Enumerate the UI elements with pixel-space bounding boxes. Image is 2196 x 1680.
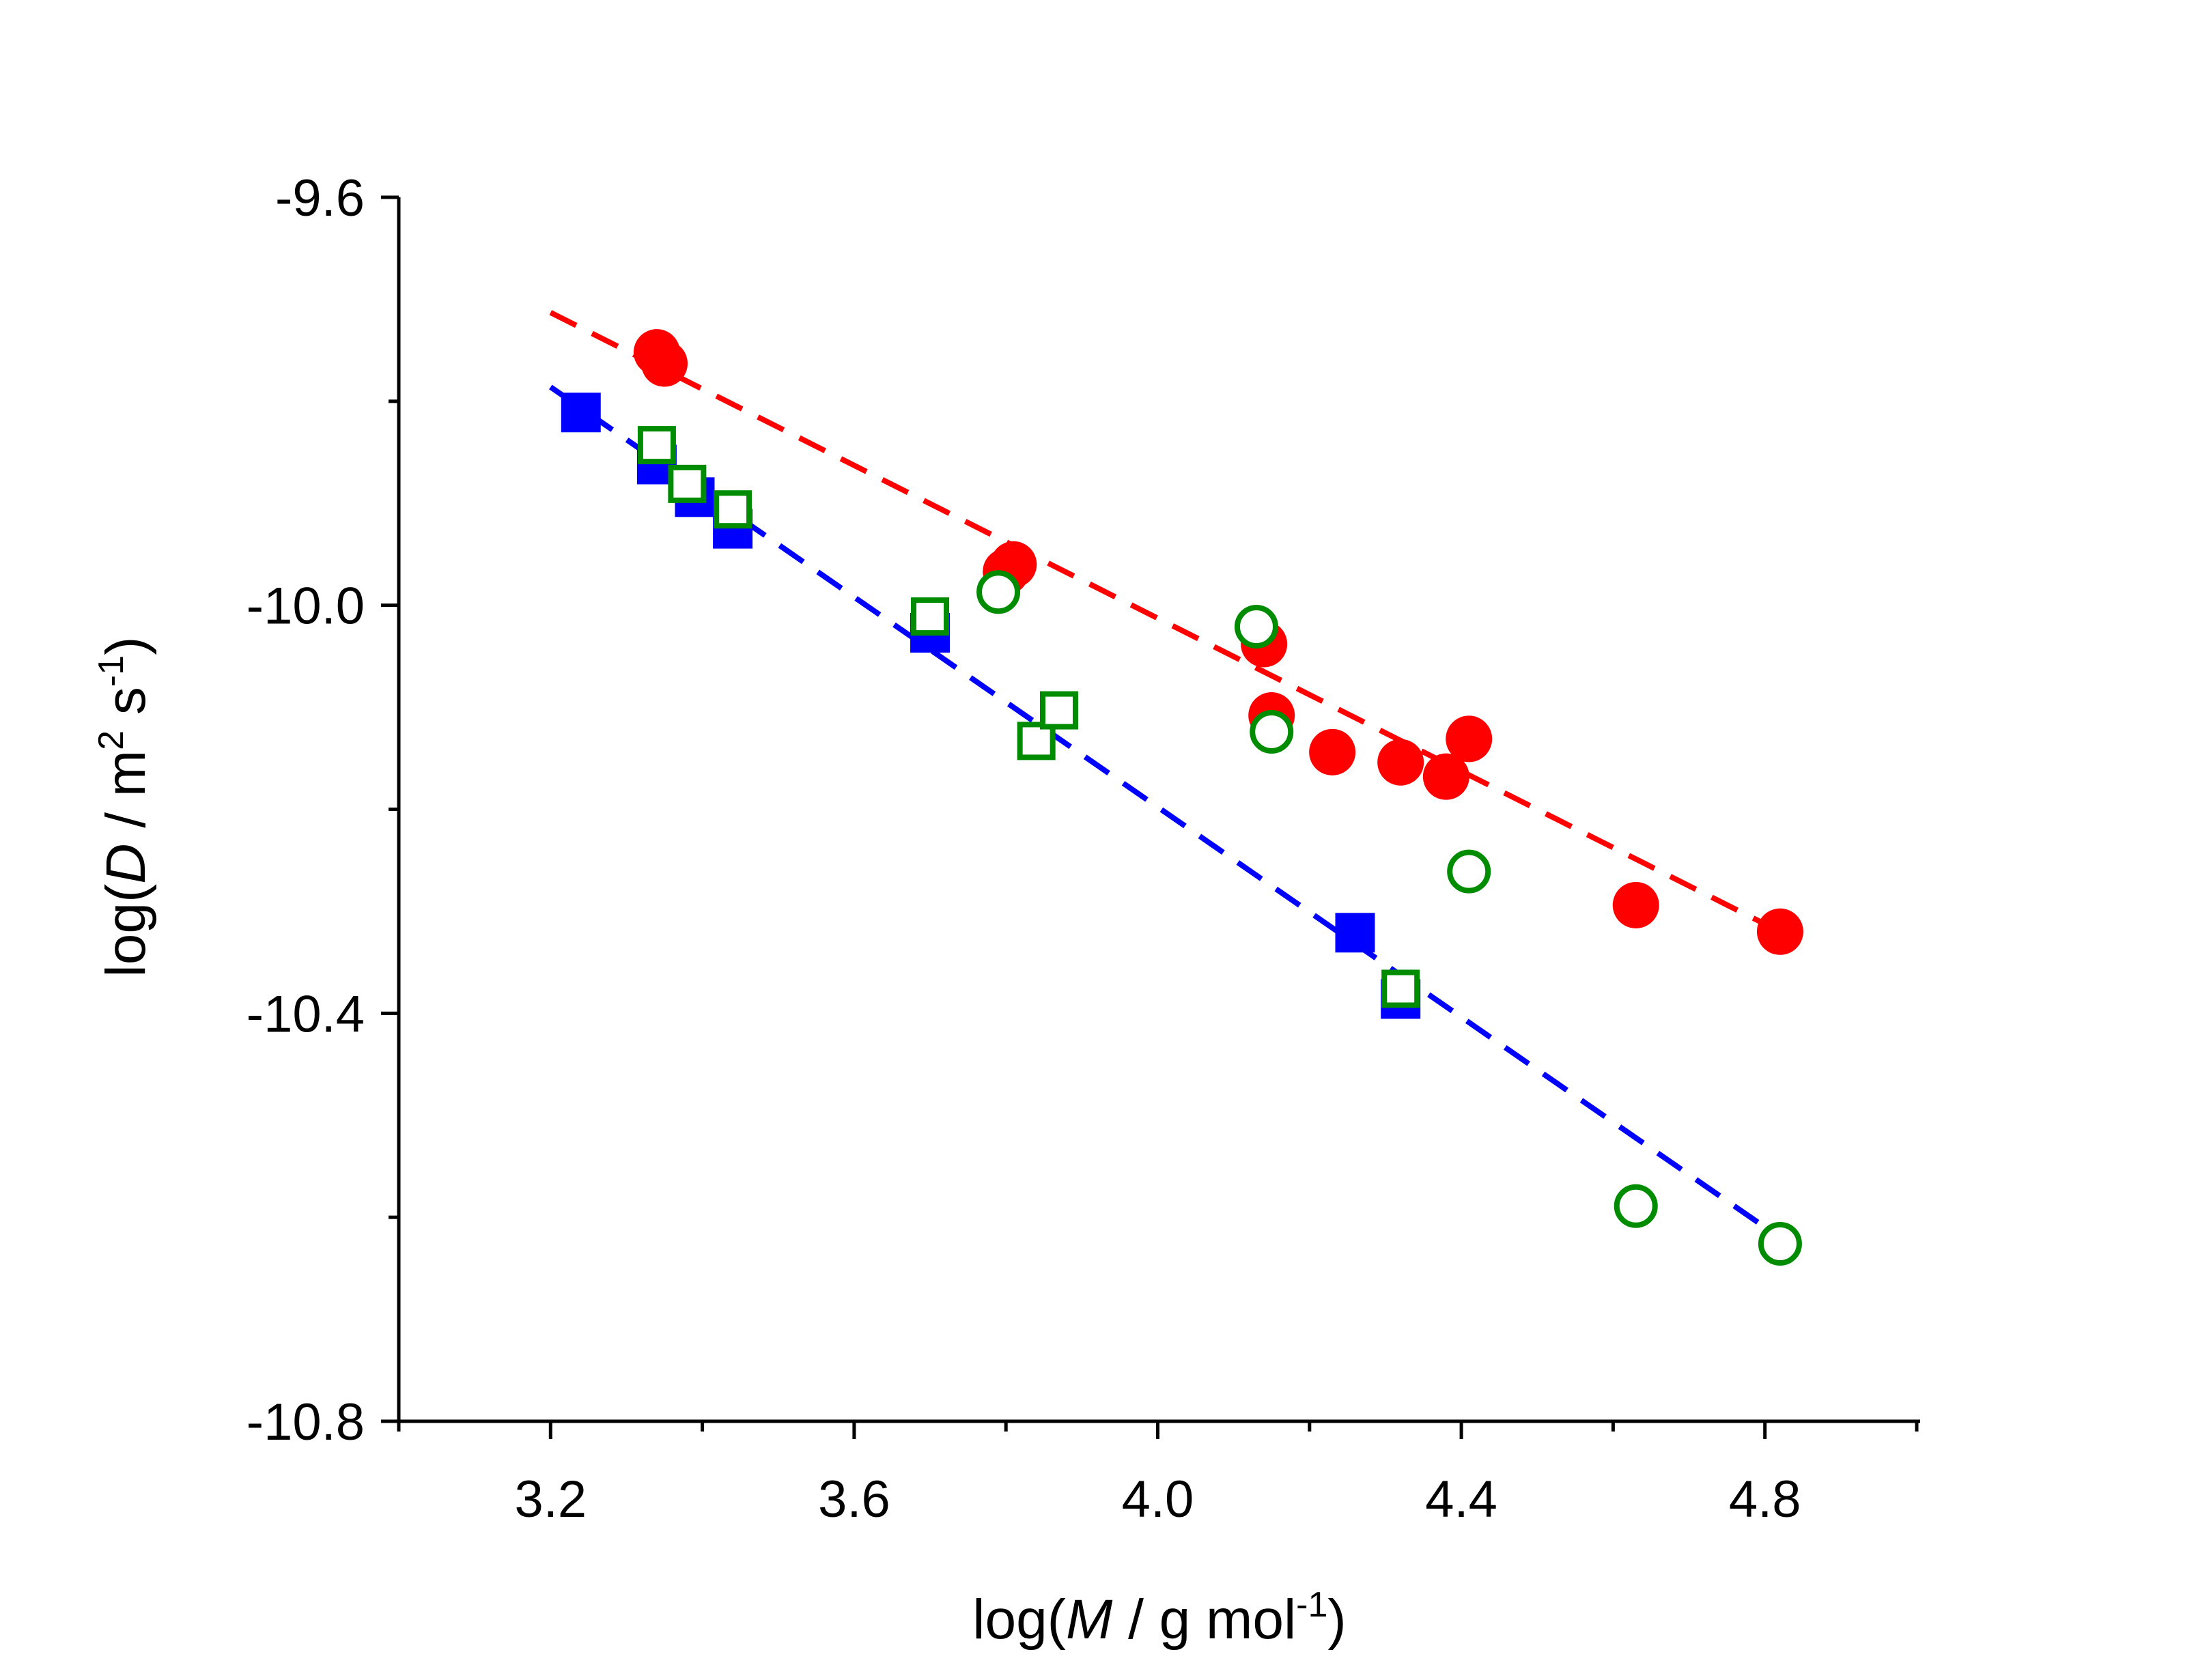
- data-point-circle-open: [976, 570, 1021, 614]
- data-point-square-open: [1381, 969, 1420, 1008]
- x-tick-label: 3.6: [818, 1470, 890, 1528]
- data-point-circle-filled: [1377, 739, 1424, 786]
- x-axis-title: log(M / g mol-1): [972, 1585, 1346, 1651]
- y-tick-label: -9.6: [275, 169, 365, 227]
- data-point-circle-open: [1447, 849, 1491, 894]
- y-tick-label: -10.4: [247, 985, 365, 1043]
- data-point-square-open: [1017, 722, 1056, 760]
- x-tick-label: 3.2: [514, 1470, 587, 1528]
- data-point-circle-filled: [1612, 881, 1659, 928]
- fit-lines: [549, 310, 1782, 1240]
- data-point-square-open: [637, 426, 676, 465]
- data-point-square-filled: [561, 393, 601, 433]
- data-point-square-open: [1040, 691, 1079, 730]
- y-tick-label: -10.8: [247, 1393, 365, 1451]
- data-point-square-open: [714, 490, 752, 529]
- data-point-circle-open: [1758, 1222, 1802, 1266]
- y-axis-ticks: -9.6 -10.0 -10.4 -10.8: [247, 169, 399, 1451]
- x-axis-ticks: 3.2 3.6 4.0 4.4 4.8: [397, 1421, 1919, 1528]
- x-tick-label: 4.8: [1729, 1470, 1801, 1528]
- x-tick-label: 4.4: [1425, 1470, 1497, 1528]
- fit-line: [549, 310, 1782, 935]
- fit-line: [549, 384, 1782, 1240]
- y-axis-title: log(D / m2 s-1): [92, 637, 157, 978]
- y-tick-label: -10.0: [247, 578, 365, 636]
- data-point-square-open: [668, 464, 707, 503]
- data-point-circle-open: [1234, 605, 1278, 649]
- data-point-circle-open: [1250, 709, 1294, 754]
- data-point-circle-filled: [1446, 715, 1493, 763]
- data-point-circle-filled: [641, 340, 688, 387]
- data-points: [561, 329, 1803, 1266]
- data-point-circle-filled: [1309, 728, 1356, 775]
- data-point-circle-filled: [1756, 908, 1803, 955]
- data-point-square-filled: [1335, 913, 1375, 953]
- data-point-circle-filled: [1422, 753, 1469, 800]
- data-point-circle-open: [1614, 1184, 1658, 1228]
- x-tick-label: 4.0: [1122, 1470, 1194, 1528]
- data-point-square-open: [911, 597, 950, 636]
